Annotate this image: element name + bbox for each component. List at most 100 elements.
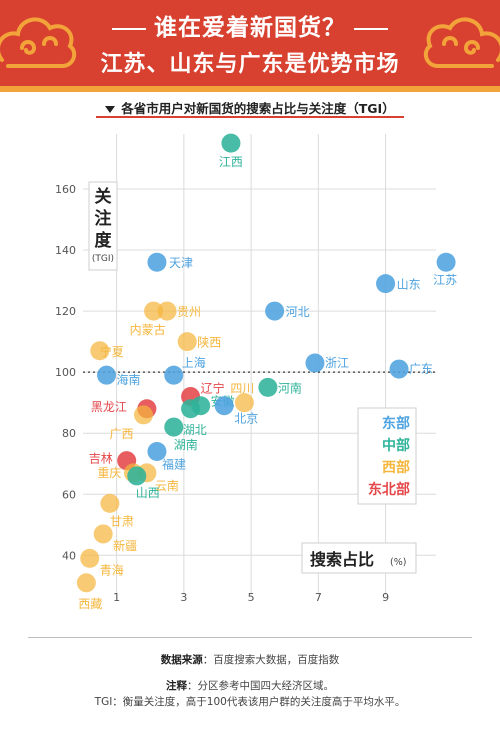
note-text: ：分区参考中国四大经济区域。 [187,680,334,692]
chart-subtitle: 各省市用户对新国货的搜索占比与关注度（TGI） [0,98,500,117]
point-海南 [97,365,117,385]
point-label-新疆: 新疆 [113,538,137,553]
point-label-辽宁: 辽宁 [201,381,225,396]
legend-box [357,407,417,505]
xlabel-text: 搜索占比 [310,550,374,569]
point-label-上海: 上海 [182,355,206,370]
point-福建 [147,442,167,462]
point-label-广东: 广东 [409,362,433,376]
ylabel-box [88,181,118,271]
x-tick-label: 5 [248,591,255,604]
legend-item-west: 西部 [382,459,410,476]
point-label-云南: 云南 [155,478,179,493]
banner-headline: 谁在爱着新国货？ [0,8,500,42]
point-label-山西: 山西 [136,486,160,500]
triangle-down-icon [105,106,116,113]
point-上海 [164,365,184,385]
point-天津 [147,252,167,272]
xlabel-unit: (%) [390,557,406,568]
point-江西 [221,133,241,153]
ylabel-char: 关 [95,186,112,207]
point-江苏 [436,252,456,272]
plot-area [83,134,436,595]
point-新疆 [93,524,113,544]
x-tick-label: 9 [382,591,389,604]
point-label-山东: 山东 [397,278,421,292]
x-tick-label: 3 [180,591,187,604]
point-贵州 [157,301,177,321]
subtitle-underline [96,116,404,118]
header-banner: 谁在爱着新国货？ 江苏、山东与广东是优势市场 [0,0,500,86]
footer-divider [28,637,472,638]
point-湖北 [181,399,201,419]
point-label-浙江: 浙江 [325,356,349,370]
point-北京 [214,396,234,416]
point-label-西藏: 西藏 [78,597,102,611]
y-tick-label: 100 [55,366,76,379]
y-tick-label: 140 [55,244,76,257]
point-label-福建: 福建 [162,457,186,472]
point-label-海南: 海南 [117,372,141,387]
ylabel-char: 度 [95,230,113,251]
point-湖南 [164,417,184,437]
point-label-北京: 北京 [234,412,258,426]
legend-item-east: 东部 [382,415,410,432]
x-tick-label: 7 [315,591,322,604]
point-label-湖南: 湖南 [174,437,198,452]
point-label-湖北: 湖北 [183,422,207,437]
footer-tgi: TGI：衡量关注度，高于100代表该用户群的关注度高于平均水平。 [94,696,406,708]
ylabel-char: 注 [95,208,112,229]
point-广西 [134,405,154,425]
y-tick-label: 160 [55,183,76,196]
legend-item-northeast: 东北部 [368,481,410,498]
point-山西 [127,466,147,486]
source-label: 数据来源 [160,654,203,666]
point-广东 [389,359,409,379]
note-label: 注释 [166,680,187,692]
banner-subheadline: 江苏、山东与广东是优势市场 [100,52,400,77]
legend-item-central: 中部 [382,437,410,454]
point-河南 [258,377,278,397]
point-label-青海: 青海 [100,562,124,577]
point-label-河北: 河北 [286,305,310,319]
banner-line1: 谁在爱着新国货？ [154,15,346,41]
y-tick-label: 60 [62,488,76,501]
chart-subtitle-text: 各省市用户对新国货的搜索占比与关注度（TGI） [121,101,395,116]
point-label-贵州: 贵州 [177,305,201,319]
point-label-江苏: 江苏 [433,273,457,287]
point-陕西 [177,332,197,352]
point-山东 [376,274,396,294]
scatter-chart: 13579406080100120140160关注度(TGI)关注度搜索占比(%… [55,133,457,611]
xlabel-box [301,542,417,574]
point-label-内蒙古: 内蒙古 [130,322,166,337]
point-浙江 [305,353,325,373]
point-河北 [265,301,285,321]
point-label-宁夏: 宁夏 [100,344,124,359]
point-label-吉林: 吉林 [89,452,113,466]
footer-note: 注释：分区参考中国四大经济区域。 [0,678,500,693]
x-tick-label: 1 [113,591,120,604]
banner-accent-stripe [0,86,500,92]
point-label-黑龙江: 黑龙江 [91,400,127,414]
point-label-河南: 河南 [278,380,302,395]
point-label-甘肃: 甘肃 [110,514,134,528]
ylabel-unit: (TGI) [92,254,114,264]
point-label-江西: 江西 [219,155,243,169]
point-label-四川: 四川 [230,382,254,396]
point-label-天津: 天津 [169,256,193,270]
point-西藏 [76,573,96,593]
y-tick-label: 80 [62,427,76,440]
point-label-重庆: 重庆 [97,466,121,480]
cloud-right-icon [423,17,500,68]
y-tick-label: 120 [55,305,76,318]
footer-source: 数据来源：百度搜索大数据，百度指数 [0,652,500,667]
cloud-left-icon [0,17,77,68]
point-四川 [234,393,254,413]
point-甘肃 [100,493,120,513]
point-青海 [80,548,100,568]
point-label-广西: 广西 [110,427,134,441]
point-label-陕西: 陕西 [197,335,221,350]
source-text: ：百度搜索大数据，百度指数 [202,654,340,666]
y-tick-label: 40 [62,549,76,562]
point-内蒙古 [144,301,164,321]
